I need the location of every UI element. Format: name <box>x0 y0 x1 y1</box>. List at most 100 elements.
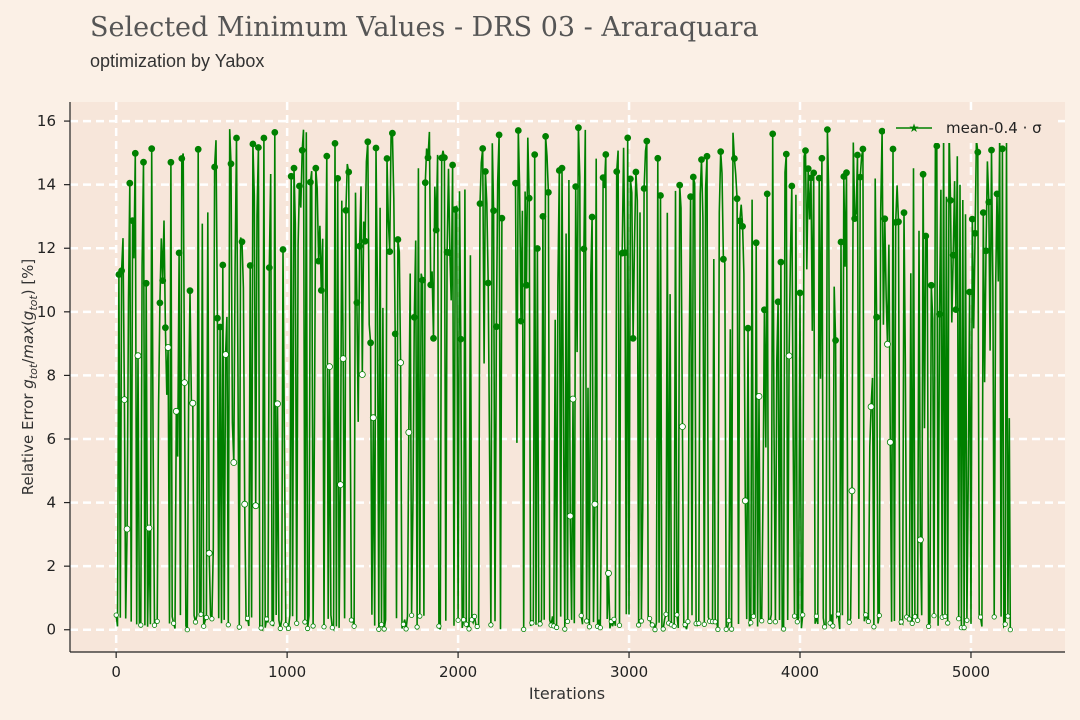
series-point <box>201 623 207 629</box>
legend: ★ mean-0.4 · σ <box>885 113 1055 143</box>
series-point <box>279 246 287 253</box>
series-point <box>752 239 760 247</box>
series-point <box>982 247 990 255</box>
series-point <box>621 249 629 257</box>
series-point <box>728 626 735 632</box>
x-tick-label: 4000 <box>781 663 819 681</box>
series-point <box>285 625 292 631</box>
series-point <box>317 286 325 294</box>
series-point <box>769 130 777 138</box>
series-point <box>748 620 754 626</box>
series-point <box>274 400 281 408</box>
series-point <box>432 226 440 234</box>
series-point <box>186 287 194 295</box>
series-point <box>886 438 894 446</box>
series-point <box>782 150 790 158</box>
series-point <box>440 154 448 162</box>
series-point <box>652 626 658 633</box>
series-point <box>569 395 577 403</box>
series-point <box>712 619 718 625</box>
series-point <box>488 622 494 628</box>
series-point <box>241 500 249 508</box>
series-point <box>646 615 653 622</box>
series-point <box>733 195 741 203</box>
series-point <box>837 238 845 246</box>
series-point <box>859 145 867 153</box>
series-point <box>800 612 806 618</box>
series-point <box>835 611 841 617</box>
series-point <box>867 403 875 411</box>
y-tick-label: 4 <box>46 494 56 512</box>
chart-title: Selected Minimum Values - DRS 03 - Arara… <box>90 12 759 43</box>
series-point <box>627 175 634 183</box>
series-point <box>216 323 224 331</box>
series-point <box>821 624 828 630</box>
series-point <box>269 620 275 626</box>
series-point <box>843 169 850 177</box>
series-point <box>394 236 402 243</box>
series-point <box>777 258 785 266</box>
series-point <box>856 173 864 181</box>
series-point <box>739 222 746 230</box>
series-point <box>361 237 369 245</box>
series-point <box>244 615 251 621</box>
series-point <box>616 622 623 628</box>
series-point <box>348 617 354 623</box>
series-point <box>720 255 727 263</box>
series-point <box>815 174 823 182</box>
series-point <box>436 623 442 629</box>
series-point <box>403 626 409 632</box>
series-point <box>914 617 921 623</box>
series-point <box>369 414 377 422</box>
series-point <box>917 536 924 544</box>
series-point <box>1005 613 1011 619</box>
series-point <box>455 617 461 623</box>
series-point <box>632 168 640 176</box>
series-point <box>479 145 487 152</box>
x-tick-label: 0 <box>111 663 121 681</box>
series-point <box>123 525 131 533</box>
series-point <box>131 149 139 157</box>
series-point <box>933 142 941 150</box>
series-point <box>118 267 125 275</box>
series-point <box>358 371 366 378</box>
series-point <box>463 621 469 627</box>
series-point <box>302 619 308 625</box>
series-point <box>148 145 156 153</box>
series-point <box>419 276 426 284</box>
series-point <box>767 618 773 625</box>
x-tick-label: 1000 <box>268 663 306 681</box>
series-point <box>326 363 333 371</box>
y-tick-label: 16 <box>37 112 56 130</box>
series-point <box>189 399 197 407</box>
series-point <box>663 611 669 617</box>
series-point <box>378 621 385 628</box>
series-point <box>408 612 415 618</box>
series-point <box>383 155 391 162</box>
series-point <box>265 264 273 272</box>
series-point <box>481 168 489 175</box>
series-point <box>337 481 344 489</box>
series-point <box>624 134 632 142</box>
series-point <box>460 617 467 623</box>
series-point <box>446 249 454 257</box>
series-point <box>605 569 612 577</box>
series-point <box>263 616 270 622</box>
series-point <box>889 145 897 153</box>
series-point <box>449 161 457 169</box>
series-point <box>410 313 418 321</box>
series-point <box>654 154 662 162</box>
series-point <box>898 619 904 625</box>
series-point <box>414 624 420 630</box>
series-point <box>900 209 908 217</box>
legend-label: mean-0.4 · σ <box>946 119 1042 137</box>
series-point <box>991 614 997 620</box>
series-point <box>476 200 484 208</box>
series-point <box>1007 627 1013 633</box>
series-point <box>219 261 227 269</box>
series-point <box>529 620 535 626</box>
series-point <box>564 618 571 625</box>
series-point <box>181 379 188 387</box>
series-point <box>671 623 677 629</box>
